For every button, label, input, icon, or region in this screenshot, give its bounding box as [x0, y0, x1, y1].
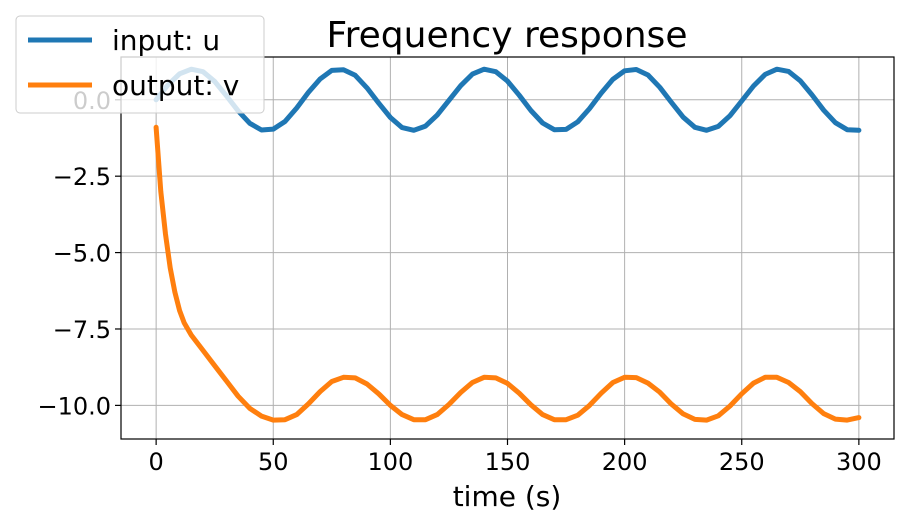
x-tick-label: 100 — [367, 448, 413, 476]
x-tick-label: 300 — [836, 448, 882, 476]
x-tick-label: 0 — [148, 448, 163, 476]
series-line-output — [153, 124, 862, 423]
x-tick-label: 250 — [719, 448, 765, 476]
legend-label-output: output: v — [112, 69, 239, 102]
x-axis-label: time (s) — [453, 480, 562, 513]
x-tick-label: 200 — [602, 448, 648, 476]
legend-label-input: input: u — [112, 24, 220, 57]
x-tick-label: 150 — [485, 448, 531, 476]
ticks: 0501001502002503000.0−2.5−5.0−7.5−10.0 — [37, 87, 881, 476]
y-tick-label: −10.0 — [37, 392, 111, 420]
chart-title: Frequency response — [327, 15, 688, 56]
y-tick-label: −5.0 — [53, 240, 111, 268]
y-tick-label: −2.5 — [53, 163, 111, 191]
y-tick-label: −7.5 — [53, 316, 111, 344]
legend: input: u output: v — [15, 15, 265, 114]
series-layer — [153, 66, 862, 423]
x-tick-label: 50 — [258, 448, 289, 476]
series-line-input — [153, 66, 862, 133]
